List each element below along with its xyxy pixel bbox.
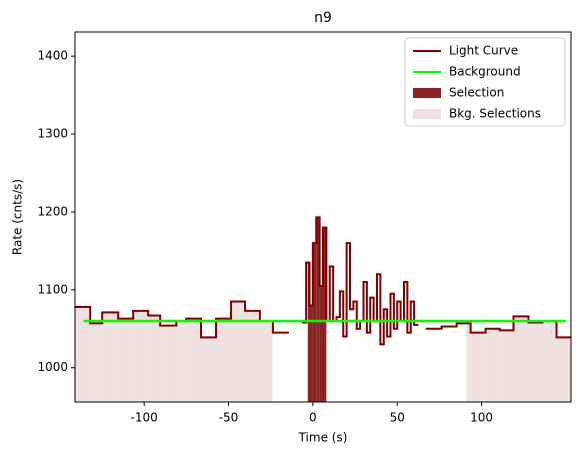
plot-frame [74,31,572,403]
bkg-selection-fill [118,318,134,402]
bkg-selection-fill [102,312,119,402]
y-tick-label: 1400 [37,49,68,63]
selection-fill [309,305,313,402]
y-tick-label: 1300 [37,127,68,141]
x-tick-label: -100 [131,411,158,425]
y-tick-label: 1200 [37,204,68,218]
bkg-selection-fill [485,328,500,402]
bkg-selection-fill [499,330,514,402]
selection-fill [323,227,327,402]
bkg-selection-fill [528,322,543,402]
legend-label: Light Curve [449,44,518,58]
selection-fill [312,243,317,402]
x-tick-label: -50 [219,411,239,425]
bkg-selection-fill [513,316,529,402]
legend-swatch [413,88,441,98]
bkg-selection-fill [466,323,471,402]
bkg-selection-fill [75,306,91,402]
bkg-selection-fill [542,320,557,402]
bkg-selection-fill [148,315,161,402]
legend-label: Bkg. Selections [449,107,541,121]
x-tick-label: 100 [470,411,493,425]
bkg-selection-fill [259,320,273,402]
selection-fill [307,262,310,402]
y-axis-label: Rate (cnts/s) [11,179,25,255]
legend-label: Background [449,65,521,79]
bkg-selection-fill [216,318,232,402]
bkg-selection-fill [160,325,177,402]
x-axis-label: Time (s) [298,431,348,445]
bkg-selection-fill [176,320,187,402]
bkg-selection-fill [470,332,486,402]
x-tick-label: 0 [309,411,317,425]
legend-swatch [413,109,441,119]
bkg-selection-fill [186,318,202,402]
bkg-selection-fill [201,337,217,402]
legend-box [404,37,566,127]
y-tick-label: 1100 [37,282,68,296]
legend-label: Selection [449,86,504,100]
selection-fill [316,217,320,402]
bkg-selection-fill [245,310,260,402]
bkg-selection-fill [133,310,149,402]
y-tick-label: 1000 [37,360,68,374]
bkg-selection-fill [90,323,103,402]
chart-title: n9 [314,10,332,26]
x-tick-label: 50 [390,411,405,425]
selection-fill [319,285,323,402]
bkg-selection-fill [231,301,246,402]
bkg-selection-fill [556,337,571,402]
